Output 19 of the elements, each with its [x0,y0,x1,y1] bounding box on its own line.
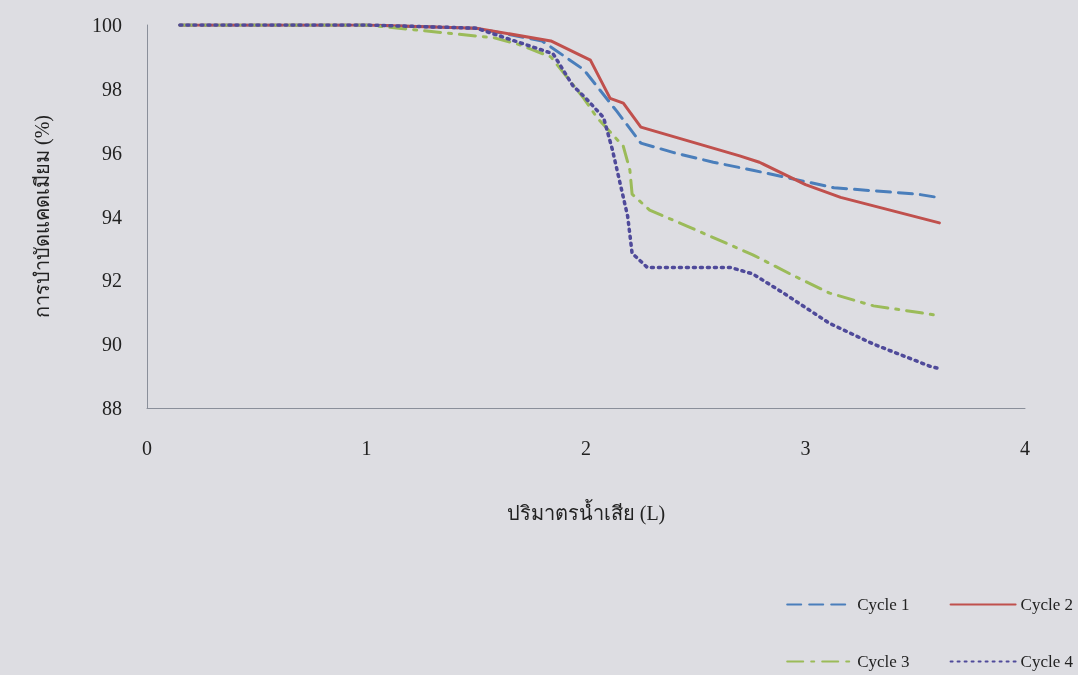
line-series [178,23,939,370]
y-tick-label: 96 [102,141,122,164]
legend-label: Cycle 4 [1020,652,1074,671]
x-tick-label: 0 [142,437,152,459]
y-tick-label: 90 [102,333,122,356]
y-tick-label: 100 [92,14,122,36]
legend-label: Cycle 1 [857,595,910,614]
y-tick-label: 88 [102,397,122,419]
legend-label: Cycle 2 [1020,595,1073,614]
legend-label: Cycle 3 [857,652,910,671]
x-tick-label: 1 [361,437,372,459]
y-tick-label: 98 [102,77,122,100]
x-tick-label: 3 [800,437,811,459]
y-axis-title: การบำบัดแคดเมียม (%) [31,115,54,318]
x-axis-title: ปริมาตรน้ำเสีย (L) [506,499,666,525]
x-tick-label: 2 [581,437,591,459]
x-tick-label: 4 [1020,437,1030,459]
y-tick-label: 94 [102,205,122,228]
y-tick-label: 92 [102,269,122,292]
